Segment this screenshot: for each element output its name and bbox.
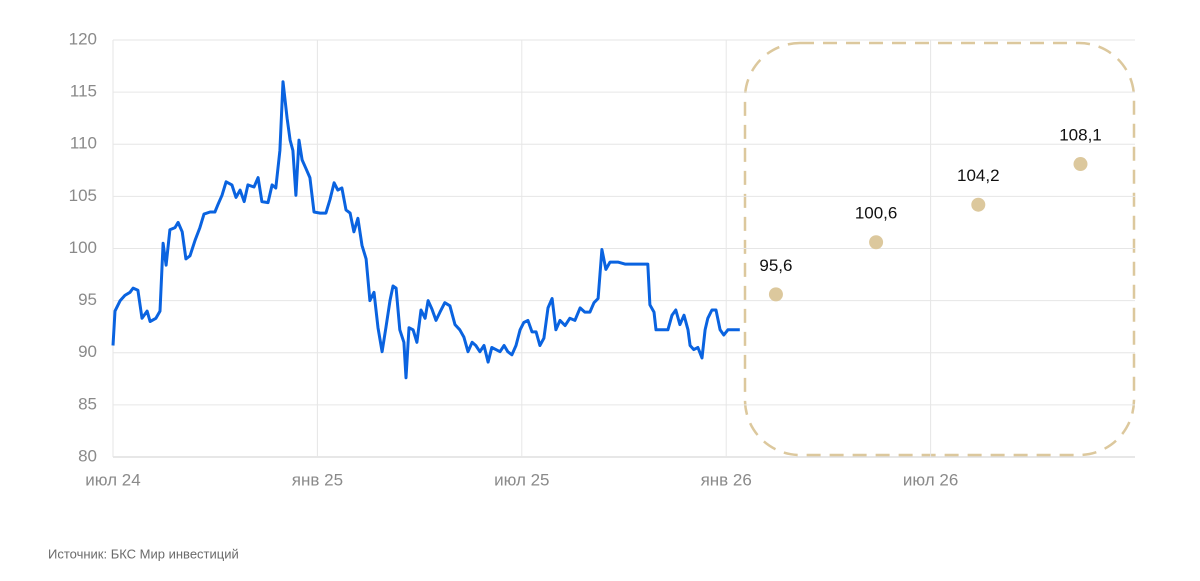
value-label: 108,1	[1059, 126, 1102, 145]
forecast-point	[971, 197, 986, 212]
price-line	[111, 80, 740, 380]
forecast-point	[869, 235, 884, 250]
y-tick-label: 110	[70, 134, 97, 153]
y-tick-label: 90	[78, 342, 97, 361]
source-note: Источник: БКС Мир инвестиций	[48, 546, 239, 561]
y-tick-label: 120	[69, 29, 97, 48]
value-label: 104,2	[957, 166, 1000, 185]
x-tick-label: июл 24	[85, 470, 140, 489]
y-tick-label: 85	[78, 394, 97, 413]
y-tick-label: 100	[69, 238, 97, 257]
y-tick-label: 95	[78, 290, 97, 309]
x-tick-label: июл 25	[494, 470, 549, 489]
value-label: 100,6	[855, 204, 898, 223]
x-tick-label: янв 25	[292, 470, 343, 489]
y-tick-label: 115	[70, 82, 97, 101]
x-tick-label: янв 26	[701, 470, 752, 489]
y-tick-label: 80	[78, 446, 97, 465]
forecast-point	[768, 287, 783, 302]
y-tick-label: 105	[69, 186, 97, 205]
x-tick-label: июл 26	[903, 470, 958, 489]
forecast-point	[1073, 157, 1088, 172]
value-label: 95,6	[759, 256, 792, 275]
